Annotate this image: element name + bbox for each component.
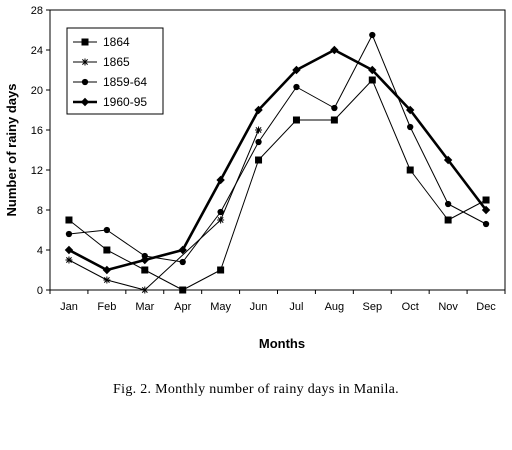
data-point xyxy=(102,265,112,275)
y-axis: 0 4 8 12 16 20 24 28 xyxy=(31,5,50,297)
data-point xyxy=(140,255,149,265)
x-tick-label: Aug xyxy=(325,301,345,313)
x-tick-label: Feb xyxy=(97,301,116,313)
series-1960-95 xyxy=(64,45,491,275)
data-point xyxy=(482,196,490,204)
legend: 1864 1865 1859-64 1960-95 xyxy=(66,27,164,115)
x-axis: Jan Feb Mar Apr May Jun Jul Aug Sep Oct Nov Dec xyxy=(49,290,506,313)
series-line xyxy=(68,48,488,272)
x-tick-label: Apr xyxy=(174,301,191,313)
x-tick-label: Jul xyxy=(289,301,303,313)
data-point xyxy=(368,65,377,75)
y-tick-label: 8 xyxy=(37,205,43,217)
data-point xyxy=(81,58,89,66)
data-point xyxy=(255,156,263,164)
data-point xyxy=(330,116,338,124)
x-tick-label: Sep xyxy=(363,301,383,313)
data-point xyxy=(103,246,111,254)
data-point xyxy=(444,200,452,208)
data-point xyxy=(255,126,263,134)
series-1864 xyxy=(65,76,490,294)
legend-item: 1859-64 xyxy=(73,75,147,89)
data-point xyxy=(407,123,414,131)
legend-item: 1960-95 xyxy=(73,95,147,109)
legend-label: 1864 xyxy=(103,35,130,49)
data-point xyxy=(217,266,225,274)
data-point xyxy=(178,245,187,255)
y-tick-label: 16 xyxy=(31,125,43,137)
series-1865 xyxy=(65,126,263,294)
legend-label: 1859-64 xyxy=(103,75,147,89)
data-point xyxy=(330,45,339,55)
data-point xyxy=(141,286,149,294)
x-tick-label: Mar xyxy=(135,301,154,313)
data-point xyxy=(217,208,224,216)
rainy-days-chart: 0 4 8 12 16 20 24 28 Jan Feb Mar Apr May Jun Jul Aug Se… xyxy=(4,5,506,351)
y-tick-label: 28 xyxy=(31,5,43,17)
data-point xyxy=(64,245,74,255)
x-tick-label: Nov xyxy=(438,301,458,313)
y-tick-label: 24 xyxy=(31,45,43,57)
figure-caption: Fig. 2. Monthly number of rainy days in … xyxy=(113,382,399,397)
y-tick-label: 20 xyxy=(31,85,43,97)
data-point xyxy=(368,76,376,84)
data-point xyxy=(292,65,301,75)
x-tick-label: Oct xyxy=(402,301,419,313)
series-layer xyxy=(64,31,491,294)
data-point xyxy=(254,105,263,115)
legend-item: 1864 xyxy=(73,35,130,49)
legend-label: 1960-95 xyxy=(103,95,147,109)
data-point xyxy=(141,266,149,274)
data-point xyxy=(444,216,452,224)
data-point xyxy=(255,138,262,146)
series-line xyxy=(68,79,487,291)
series-1859-64 xyxy=(65,31,490,266)
y-tick-label: 0 xyxy=(37,285,43,297)
data-point xyxy=(217,216,225,224)
data-point xyxy=(179,258,186,266)
data-point xyxy=(292,116,300,124)
y-tick-label: 12 xyxy=(31,165,43,177)
data-point xyxy=(216,175,225,185)
data-point xyxy=(443,155,453,165)
data-point xyxy=(369,31,376,39)
data-point xyxy=(331,104,338,112)
y-axis-title: Number of rainy days xyxy=(4,84,19,217)
data-point xyxy=(65,256,73,264)
x-tick-label: May xyxy=(210,301,231,313)
data-point xyxy=(293,83,300,91)
data-point xyxy=(406,105,415,115)
legend-item: 1865 xyxy=(73,55,130,69)
data-point xyxy=(65,216,73,224)
y-tick-label: 4 xyxy=(37,245,43,257)
data-point xyxy=(103,226,111,234)
x-tick-label: Jan xyxy=(60,301,78,313)
series-line xyxy=(68,34,487,263)
data-point xyxy=(103,276,111,284)
data-point xyxy=(482,220,490,228)
x-tick-label: Jun xyxy=(250,301,268,313)
data-point xyxy=(81,78,89,86)
data-point xyxy=(80,97,90,107)
data-point xyxy=(406,166,414,174)
legend-label: 1865 xyxy=(103,55,130,69)
data-point xyxy=(179,286,187,294)
data-point xyxy=(81,38,89,46)
data-point xyxy=(65,230,73,238)
x-axis-title: Months xyxy=(259,336,305,351)
data-point xyxy=(481,205,491,215)
x-tick-label: Dec xyxy=(476,301,496,313)
